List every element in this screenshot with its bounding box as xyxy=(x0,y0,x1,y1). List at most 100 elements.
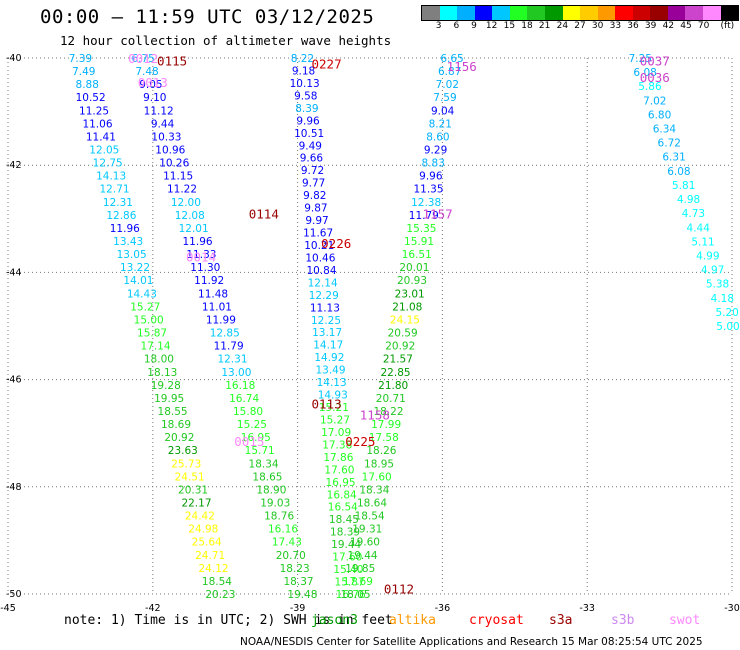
wave-height-value: 23.01 xyxy=(395,288,425,300)
wave-height-value: 21.57 xyxy=(383,354,413,366)
pass-time-label: 1156 xyxy=(447,59,477,74)
wave-height-value: 5.86 xyxy=(638,81,662,93)
wave-height-value: 15.25 xyxy=(237,419,267,431)
color-swatch xyxy=(422,6,440,20)
wave-height-value: 7.39 xyxy=(69,53,92,65)
pass-time-label: 0037 xyxy=(640,54,670,69)
wave-height-value: 18.05 xyxy=(340,589,370,601)
satellite-swot-label: swot xyxy=(669,613,701,628)
wave-height-value: 13.43 xyxy=(113,236,143,248)
wave-height-value: 9.58 xyxy=(294,90,317,102)
wave-height-value: 18.55 xyxy=(158,406,188,418)
wave-height-value: 15.91 xyxy=(404,236,434,248)
wave-height-value: 6.08 xyxy=(667,166,690,178)
wave-height-value: 12.05 xyxy=(89,145,119,157)
wave-height-value: 14.01 xyxy=(123,275,153,287)
wave-height-value: 11.01 xyxy=(202,301,232,313)
pass-time-label: 1158 xyxy=(360,407,390,422)
longitude-tick-label: -42 xyxy=(145,603,161,614)
wave-height-value: 19.31 xyxy=(352,524,382,536)
wave-height-value: 24.15 xyxy=(390,314,420,326)
latitude-tick-label: -42 xyxy=(6,160,22,171)
wave-height-value: 11.13 xyxy=(310,302,340,314)
color-swatch xyxy=(597,6,616,20)
wave-height-value: 11.35 xyxy=(413,184,443,196)
wave-height-value: 8.60 xyxy=(426,131,449,143)
wave-height-value: 20.23 xyxy=(205,589,235,601)
wave-height-value: 8.21 xyxy=(429,118,452,130)
wave-height-value: 7.02 xyxy=(436,79,459,91)
wave-height-value: 9.77 xyxy=(302,178,325,190)
wave-height-value: 24.51 xyxy=(175,471,205,483)
wave-height-value: 4.73 xyxy=(682,208,705,220)
wave-height-value: 17.60 xyxy=(362,471,392,483)
wave-height-value: 20.93 xyxy=(397,275,427,287)
color-swatch xyxy=(474,6,493,20)
color-legend-tick: 9 xyxy=(471,21,477,31)
wave-height-value: 19.95 xyxy=(154,393,184,405)
map-axes: -45 -42 -39 -36 -33 -30 -40 -42 -44 -46 -48 -50 xyxy=(0,53,740,614)
wave-height-value: 15.40 xyxy=(333,564,363,576)
wave-height-value: 7.25 xyxy=(629,53,652,65)
wave-height-value: 9.87 xyxy=(304,203,327,215)
wave-height-value: 11.15 xyxy=(163,171,193,183)
wave-height-value: 18.64 xyxy=(357,497,387,509)
pass-time-label: 0112 xyxy=(384,582,414,597)
color-swatch xyxy=(703,6,721,20)
wave-height-value: 5.81 xyxy=(672,180,695,192)
wave-height-value: 22.85 xyxy=(381,367,411,379)
wave-height-value: 14.43 xyxy=(127,288,157,300)
wave-height-value: 10.51 xyxy=(294,128,324,140)
wave-height-value: 22.17 xyxy=(181,497,211,509)
wave-height-value: 12.31 xyxy=(217,354,247,366)
wave-height-value: 18.76 xyxy=(264,511,294,523)
wave-height-value: 15.87 xyxy=(137,328,167,340)
wave-height-value: 9.18 xyxy=(292,65,315,77)
wave-height-value: 24.12 xyxy=(199,563,229,575)
wave-height-value: 14.92 xyxy=(314,352,344,364)
wave-height-value: 6.72 xyxy=(658,138,681,150)
pass-time-label: 0225 xyxy=(345,434,375,449)
color-legend-bar xyxy=(421,5,739,21)
wave-height-value: 14.17 xyxy=(313,340,343,352)
pass-time-label: 0015 xyxy=(234,434,264,449)
color-legend-unit: (ft) xyxy=(720,21,735,31)
wave-height-value: 5.00 xyxy=(716,321,739,333)
pass-time-label: 0226 xyxy=(321,236,351,251)
color-legend-tick: 36 xyxy=(627,21,639,31)
wave-height-value: 20.92 xyxy=(164,432,194,444)
wave-height-value: 13.49 xyxy=(315,365,345,377)
wave-height-value: 16.16 xyxy=(268,524,298,536)
wave-height-value: 18.37 xyxy=(284,576,314,588)
wave-height-value: 24.71 xyxy=(195,550,225,562)
wave-height-value: 18.54 xyxy=(202,576,232,588)
wave-height-value: 21.80 xyxy=(378,380,408,392)
latitude-tick-label: -40 xyxy=(6,53,22,64)
color-legend-tick: 27 xyxy=(574,21,586,31)
wave-height-value: 12.86 xyxy=(106,210,136,222)
footer-credit: NOAA/NESDIS Center for Satellite Applica… xyxy=(240,636,703,648)
color-swatch xyxy=(544,6,563,20)
wave-height-value: 11.79 xyxy=(214,341,244,353)
wave-height-value: 14.13 xyxy=(317,377,347,389)
pass-time-label: 1157 xyxy=(423,206,453,221)
color-swatch xyxy=(580,6,598,20)
wave-height-value: 6.87 xyxy=(438,66,461,78)
wave-height-value: 15.27 xyxy=(130,301,160,313)
wave-height-value: 9.72 xyxy=(301,165,324,177)
color-swatch xyxy=(492,6,510,20)
wave-height-value: 8.83 xyxy=(422,158,445,170)
satellite-jason3-label: jason3 xyxy=(311,613,358,628)
page-subtitle: 12 hour collection of altimeter wave hei… xyxy=(60,33,392,48)
altimeter-tracks: 7.397.498.8810.5211.2511.0611.4112.0512.… xyxy=(69,53,740,601)
wave-height-value: 19.85 xyxy=(345,563,375,575)
latitude-tick-label: -44 xyxy=(6,267,22,278)
wave-height-value: 19.60 xyxy=(350,537,380,549)
wave-height-value: 9.96 xyxy=(419,171,443,183)
color-legend-tick: 30 xyxy=(591,21,604,31)
wave-height-value: 6.34 xyxy=(653,124,677,136)
wave-height-value: 18.65 xyxy=(252,471,282,483)
wave-height-value: 16.18 xyxy=(225,380,255,392)
pass-time-label: 0114 xyxy=(249,206,279,221)
wave-height-value: 8.88 xyxy=(76,79,99,91)
